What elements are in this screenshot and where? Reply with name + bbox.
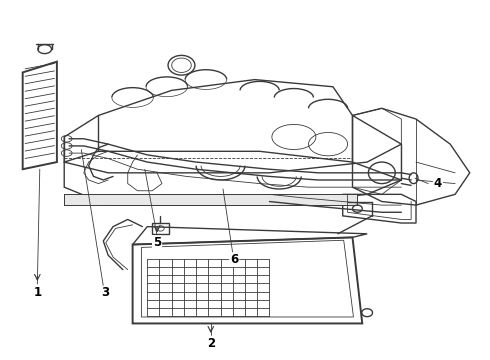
Text: 6: 6 xyxy=(230,253,238,266)
Text: 5: 5 xyxy=(153,236,161,249)
Text: 3: 3 xyxy=(102,287,110,300)
Polygon shape xyxy=(64,194,357,205)
Text: 4: 4 xyxy=(434,177,442,190)
Bar xyxy=(152,223,169,234)
Text: 2: 2 xyxy=(207,337,215,350)
Text: 1: 1 xyxy=(33,287,41,300)
